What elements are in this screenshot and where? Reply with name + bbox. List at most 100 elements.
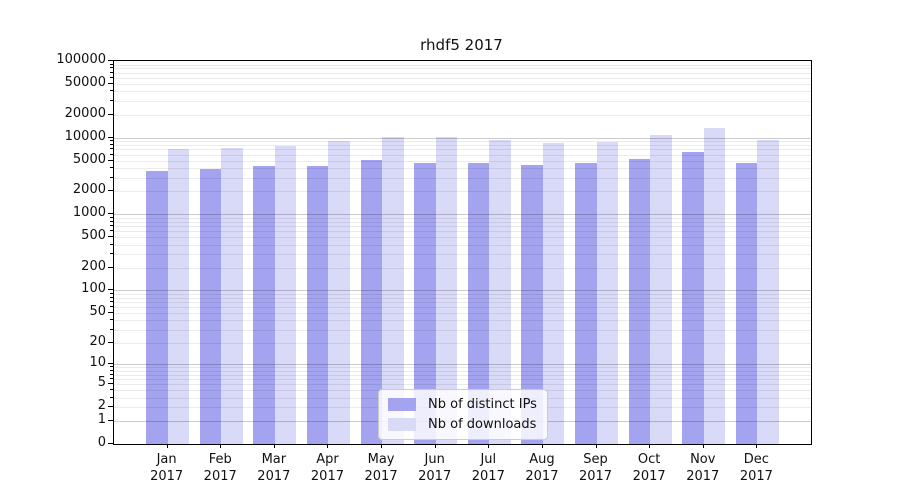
bar-jul-downloads: [489, 140, 511, 444]
legend-label: Nb of distinct IPs: [428, 397, 537, 412]
x-tick-label-jan: Jan 2017: [135, 451, 199, 485]
month-label: Mar: [261, 452, 287, 467]
year-label: 2017: [203, 469, 237, 484]
plot-area: [113, 60, 812, 445]
bar-apr-downloads: [328, 141, 350, 444]
x-tick-mark: [649, 444, 651, 448]
legend: Nb of distinct IPs Nb of downloads: [378, 389, 548, 440]
x-tick-label-nov: Nov 2017: [671, 451, 735, 485]
year-label: 2017: [257, 469, 291, 484]
y-tick-mark: [108, 266, 113, 268]
bar-nov-distinct-ips: [682, 152, 704, 444]
y-tick-mark: [108, 406, 113, 408]
y-tick-label: 0: [97, 435, 106, 450]
x-tick-label-apr: Apr 2017: [295, 451, 359, 485]
y-tick-mark: [108, 443, 113, 444]
month-label: Oct: [637, 452, 661, 467]
bar-oct-distinct-ips: [628, 159, 651, 444]
y-tick-label: 1: [97, 411, 106, 427]
x-tick-label-may: May 2017: [349, 451, 413, 485]
y-minor-tick-mark: [110, 243, 113, 245]
year-label: 2017: [310, 469, 344, 484]
y-tick-label: 500: [81, 228, 106, 244]
bar-nov-downloads: [703, 128, 726, 444]
y-minor-tick-mark: [110, 328, 113, 330]
bar-feb-downloads: [221, 147, 243, 444]
bars-layer: [114, 61, 811, 444]
bar-sep-downloads: [596, 141, 619, 444]
x-tick-mark: [702, 444, 704, 448]
year-label: 2017: [364, 469, 398, 484]
y-minor-tick-mark: [110, 140, 113, 142]
y-tick-mark: [108, 159, 113, 161]
year-label: 2017: [525, 469, 559, 484]
year-label: 2017: [578, 469, 613, 484]
x-tick-label-oct: Oct 2017: [617, 451, 681, 485]
legend-swatch: [388, 418, 416, 431]
y-minor-tick-mark: [110, 167, 113, 169]
y-tick-mark: [108, 363, 113, 365]
x-tick-mark: [220, 444, 222, 448]
x-tick-mark: [434, 444, 436, 448]
y-minor-tick-mark: [110, 90, 113, 92]
bar-mar-distinct-ips: [253, 165, 275, 444]
year-label: 2017: [418, 469, 452, 484]
y-tick-mark: [108, 383, 113, 385]
month-label: May: [367, 452, 395, 467]
y-minor-tick-mark: [110, 292, 113, 294]
y-minor-tick-mark: [110, 366, 113, 368]
y-tick-mark: [108, 289, 113, 291]
y-minor-tick-mark: [110, 230, 113, 232]
year-label: 2017: [632, 469, 666, 484]
x-tick-label-aug: Aug 2017: [510, 451, 574, 485]
bar-dec-distinct-ips: [735, 163, 758, 444]
bar-mar-downloads: [274, 146, 297, 444]
y-minor-tick-mark: [110, 76, 113, 78]
y-tick-mark: [108, 213, 113, 215]
y-tick-label: 20: [89, 333, 106, 349]
y-tick-mark: [108, 113, 113, 115]
year-label: 2017: [471, 469, 505, 484]
month-label: Jan: [156, 452, 177, 467]
y-minor-tick-mark: [110, 148, 113, 150]
y-tick-label: 20000: [64, 105, 106, 121]
y-tick-mark: [108, 83, 113, 85]
y-tick-label: 5000: [72, 151, 106, 167]
y-minor-tick-mark: [110, 216, 113, 218]
y-tick-label: 100000: [56, 52, 106, 67]
y-minor-tick-mark: [110, 153, 113, 155]
y-minor-tick-mark: [110, 389, 113, 391]
month-label: Apr: [316, 452, 339, 467]
x-tick-label-feb: Feb 2017: [188, 451, 252, 485]
y-minor-tick-mark: [110, 396, 113, 398]
legend-row: Nb of distinct IPs: [388, 397, 537, 412]
legend-row: Nb of downloads: [388, 417, 537, 432]
y-tick-mark: [108, 341, 113, 343]
y-tick-mark: [108, 419, 113, 421]
x-tick-mark: [166, 444, 168, 448]
x-tick-label-mar: Mar 2017: [242, 451, 306, 485]
y-tick-label: 10000: [64, 128, 106, 144]
y-minor-tick-mark: [110, 63, 113, 65]
bar-aug-distinct-ips: [521, 164, 543, 444]
bar-may-distinct-ips: [360, 160, 383, 444]
bar-jun-downloads: [435, 137, 458, 444]
legend-swatch: [388, 398, 416, 411]
x-tick-mark: [381, 444, 383, 448]
bar-jun-distinct-ips: [414, 163, 436, 444]
y-minor-tick-mark: [110, 369, 113, 371]
y-tick-mark: [108, 60, 113, 61]
y-minor-tick-mark: [110, 67, 113, 69]
y-minor-tick-mark: [110, 100, 113, 102]
legend-label: Nb of downloads: [428, 417, 537, 432]
y-minor-tick-mark: [110, 225, 113, 227]
bar-jan-distinct-ips: [146, 170, 168, 444]
y-tick-label: 5: [97, 375, 106, 391]
x-tick-mark: [327, 444, 329, 448]
year-label: 2017: [150, 469, 184, 484]
bar-feb-distinct-ips: [199, 168, 222, 444]
bar-aug-downloads: [542, 142, 565, 444]
x-tick-mark: [541, 444, 543, 448]
y-tick-mark: [108, 312, 113, 314]
